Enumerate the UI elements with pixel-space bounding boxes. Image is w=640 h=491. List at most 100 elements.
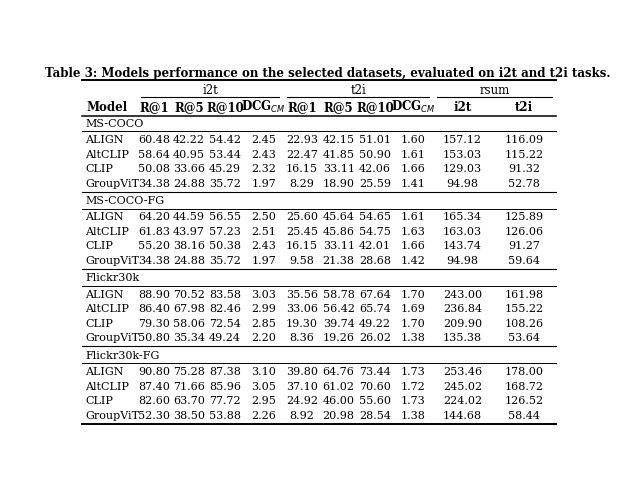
Text: 1.38: 1.38 (401, 410, 426, 421)
Text: 8.29: 8.29 (289, 179, 314, 189)
Text: AltCLIP: AltCLIP (86, 227, 129, 237)
Text: MS-COCO: MS-COCO (86, 119, 144, 129)
Text: 253.46: 253.46 (443, 367, 482, 377)
Text: CLIP: CLIP (86, 242, 113, 251)
Text: 42.15: 42.15 (323, 135, 355, 145)
Text: 115.22: 115.22 (504, 150, 543, 160)
Text: 8.92: 8.92 (289, 410, 314, 421)
Text: 58.64: 58.64 (138, 150, 170, 160)
Text: 64.76: 64.76 (323, 367, 355, 377)
Text: 1.72: 1.72 (401, 382, 426, 391)
Text: DCG$_{CM}$: DCG$_{CM}$ (241, 99, 285, 115)
Text: 35.56: 35.56 (286, 290, 318, 300)
Text: 54.75: 54.75 (359, 227, 391, 237)
Text: 67.64: 67.64 (359, 290, 391, 300)
Text: 61.83: 61.83 (138, 227, 170, 237)
Text: 108.26: 108.26 (504, 319, 543, 329)
Text: 43.97: 43.97 (173, 227, 205, 237)
Text: 88.90: 88.90 (138, 290, 170, 300)
Text: 56.42: 56.42 (323, 304, 355, 314)
Text: rsum: rsum (479, 84, 510, 97)
Text: 2.50: 2.50 (251, 212, 276, 222)
Text: 54.65: 54.65 (359, 212, 391, 222)
Text: 168.72: 168.72 (504, 382, 543, 391)
Text: DCG$_{CM}$: DCG$_{CM}$ (391, 99, 435, 115)
Text: 50.38: 50.38 (209, 242, 241, 251)
Text: 56.55: 56.55 (209, 212, 241, 222)
Text: 24.88: 24.88 (173, 179, 205, 189)
Text: 61.02: 61.02 (323, 382, 355, 391)
Text: 39.80: 39.80 (286, 367, 318, 377)
Text: 82.60: 82.60 (138, 396, 170, 406)
Text: 45.64: 45.64 (323, 212, 355, 222)
Text: 38.50: 38.50 (173, 410, 205, 421)
Text: 1.69: 1.69 (401, 304, 426, 314)
Text: 45.86: 45.86 (323, 227, 355, 237)
Text: 87.40: 87.40 (138, 382, 170, 391)
Text: AltCLIP: AltCLIP (86, 382, 129, 391)
Text: 19.26: 19.26 (323, 333, 355, 343)
Text: 2.85: 2.85 (251, 319, 276, 329)
Text: 155.22: 155.22 (504, 304, 543, 314)
Text: 1.97: 1.97 (251, 179, 276, 189)
Text: 33.06: 33.06 (286, 304, 318, 314)
Text: 50.08: 50.08 (138, 164, 170, 174)
Text: 51.01: 51.01 (359, 135, 391, 145)
Text: 135.38: 135.38 (443, 333, 482, 343)
Text: 143.74: 143.74 (443, 242, 482, 251)
Text: 52.78: 52.78 (508, 179, 540, 189)
Text: 2.26: 2.26 (251, 410, 276, 421)
Text: ALIGN: ALIGN (86, 290, 124, 300)
Text: t2i: t2i (515, 101, 533, 114)
Text: 1.66: 1.66 (401, 164, 426, 174)
Text: 73.44: 73.44 (359, 367, 391, 377)
Text: 8.36: 8.36 (289, 333, 314, 343)
Text: 28.54: 28.54 (359, 410, 391, 421)
Text: 245.02: 245.02 (443, 382, 482, 391)
Text: 53.64: 53.64 (508, 333, 540, 343)
Text: 2.95: 2.95 (251, 396, 276, 406)
Text: 44.59: 44.59 (173, 212, 205, 222)
Text: 72.54: 72.54 (209, 319, 241, 329)
Text: 24.92: 24.92 (286, 396, 318, 406)
Text: 1.41: 1.41 (401, 179, 426, 189)
Text: 2.51: 2.51 (251, 227, 276, 237)
Text: 1.70: 1.70 (401, 290, 426, 300)
Text: 163.03: 163.03 (443, 227, 482, 237)
Text: 24.88: 24.88 (173, 256, 205, 266)
Text: 157.12: 157.12 (443, 135, 482, 145)
Text: 243.00: 243.00 (443, 290, 482, 300)
Text: 35.72: 35.72 (209, 179, 241, 189)
Text: 34.38: 34.38 (138, 256, 170, 266)
Text: 25.59: 25.59 (359, 179, 391, 189)
Text: 1.61: 1.61 (401, 212, 426, 222)
Text: 161.98: 161.98 (504, 290, 543, 300)
Text: 3.03: 3.03 (251, 290, 276, 300)
Text: 126.06: 126.06 (504, 227, 543, 237)
Text: ALIGN: ALIGN (86, 212, 124, 222)
Text: 40.95: 40.95 (173, 150, 205, 160)
Text: 52.30: 52.30 (138, 410, 170, 421)
Text: 25.60: 25.60 (286, 212, 318, 222)
Text: 46.00: 46.00 (323, 396, 355, 406)
Text: 3.05: 3.05 (251, 382, 276, 391)
Text: 20.98: 20.98 (323, 410, 355, 421)
Text: R@10: R@10 (356, 101, 394, 114)
Text: 2.99: 2.99 (251, 304, 276, 314)
Text: 38.16: 38.16 (173, 242, 205, 251)
Text: 1.61: 1.61 (401, 150, 426, 160)
Text: 53.88: 53.88 (209, 410, 241, 421)
Text: 1.63: 1.63 (401, 227, 426, 237)
Text: 1.38: 1.38 (401, 333, 426, 343)
Text: 77.72: 77.72 (209, 396, 241, 406)
Text: MS-COCO-FG: MS-COCO-FG (86, 196, 164, 206)
Text: 178.00: 178.00 (504, 367, 543, 377)
Text: 33.11: 33.11 (323, 242, 355, 251)
Text: 50.80: 50.80 (138, 333, 170, 343)
Text: Flickr30k-FG: Flickr30k-FG (86, 351, 160, 360)
Text: 39.74: 39.74 (323, 319, 355, 329)
Text: 70.60: 70.60 (359, 382, 391, 391)
Text: 2.43: 2.43 (251, 242, 276, 251)
Text: 65.74: 65.74 (359, 304, 391, 314)
Text: 209.90: 209.90 (443, 319, 482, 329)
